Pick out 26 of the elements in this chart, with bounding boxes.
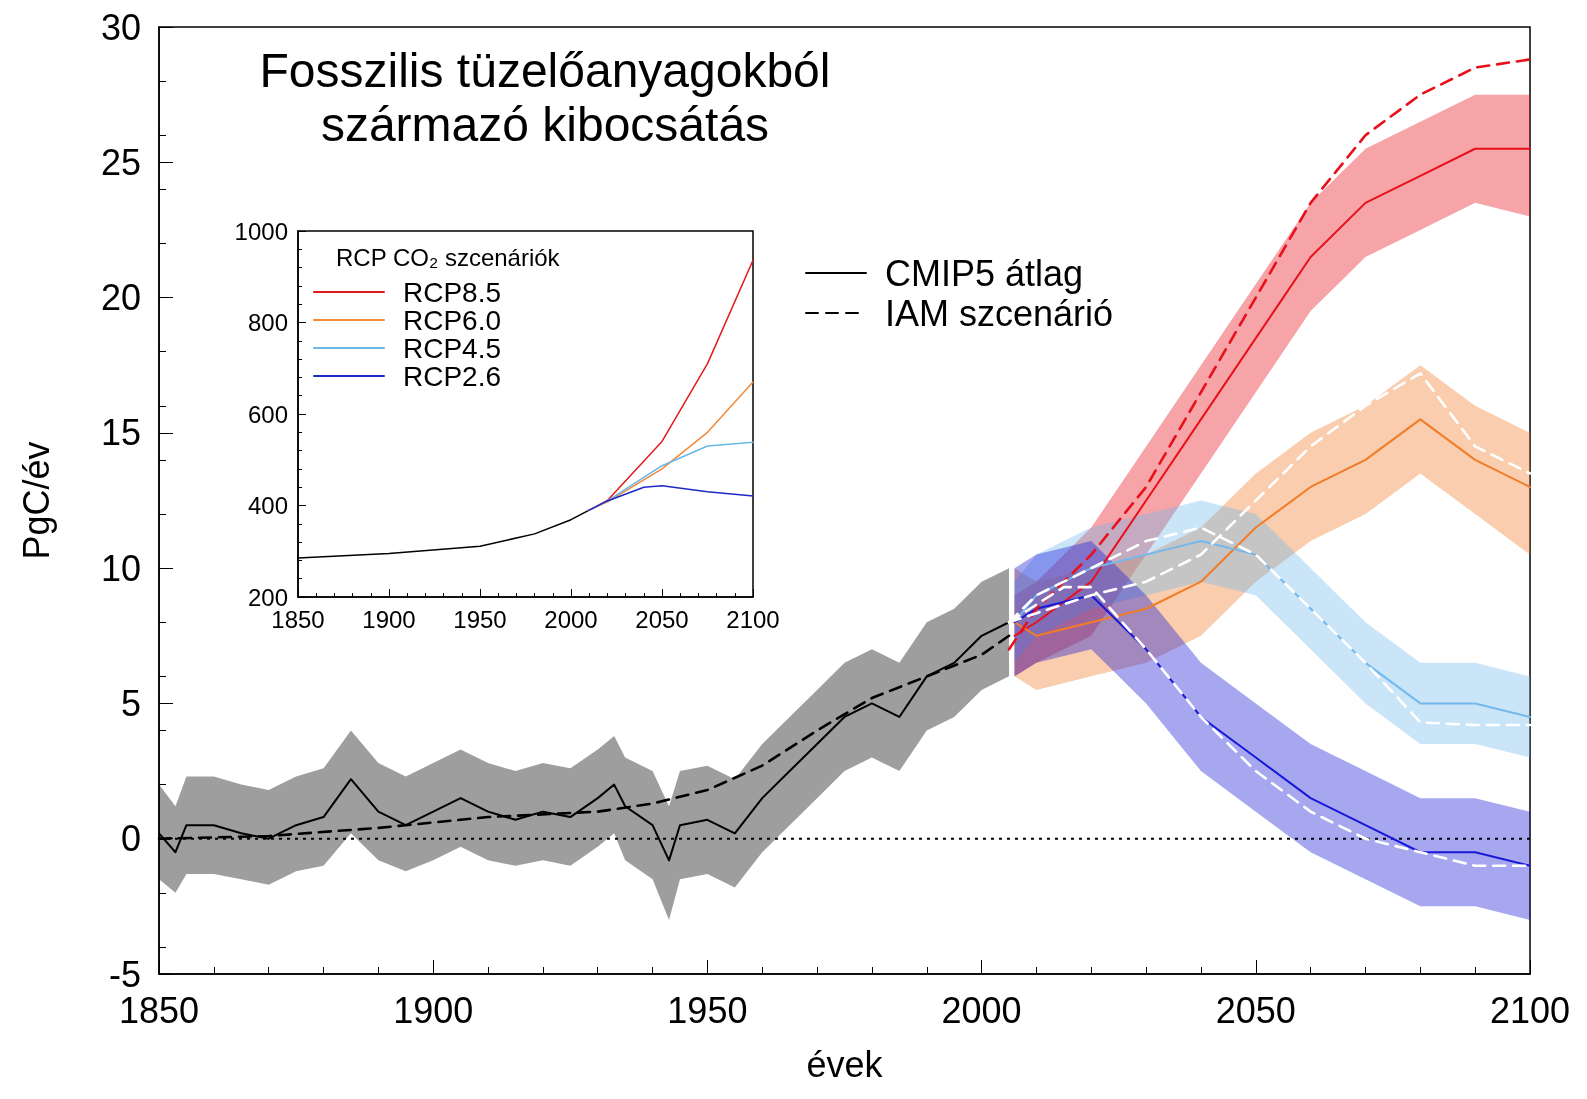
y-tick-label: 1000 (234, 217, 288, 245)
y-tick-label: 0 (120, 818, 141, 860)
x-tick-label: 2050 (635, 605, 689, 633)
x-tick-label: 1950 (453, 605, 507, 633)
x-tick-label: 2050 (1215, 989, 1296, 1031)
x-tick-label: 2000 (544, 605, 598, 633)
y-tick-label: 10 (100, 547, 141, 589)
y-tick-label: 600 (247, 400, 288, 428)
y-axis-title: PgC/év (15, 441, 57, 560)
text: Fosszilis tüzelőanyagokból származó kibocsátás (259, 43, 831, 151)
y-tick-label: 5 (120, 682, 141, 724)
legend-title: RCP CO₂ szcenáriók (336, 243, 561, 271)
x-axis-title: évek (806, 1043, 884, 1085)
y-tick-label: 25 (100, 141, 141, 183)
x-tick-label: 1900 (393, 989, 474, 1031)
y-tick-label: 30 (100, 6, 141, 48)
y-tick-label: 800 (247, 309, 288, 336)
x-tick-label: 2100 (726, 605, 780, 633)
y-tick-label: 15 (100, 412, 141, 454)
y-tick-label: 400 (247, 492, 288, 519)
x-tick-label: 2000 (941, 989, 1022, 1031)
x-tick-label: 1900 (362, 605, 416, 633)
x-tick-label: 1950 (667, 989, 748, 1031)
y-tick-label: 20 (100, 277, 141, 319)
legend-label: CMIP5 átlag (885, 252, 1084, 294)
x-tick-label: 2100 (1489, 989, 1571, 1031)
